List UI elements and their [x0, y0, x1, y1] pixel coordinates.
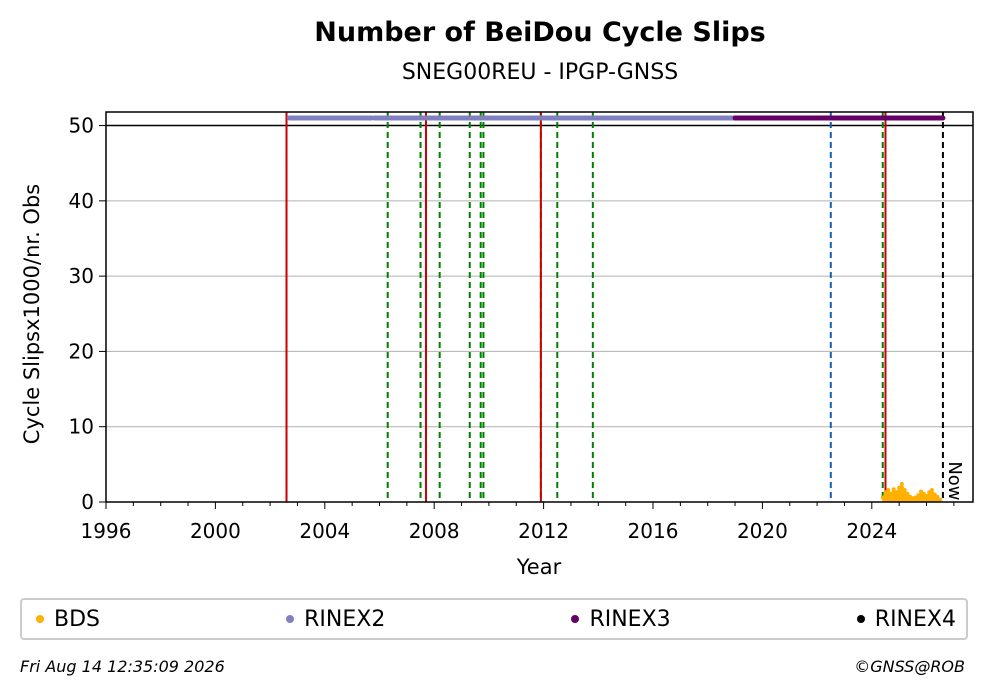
x-tick-label-2004: 2004	[299, 519, 350, 543]
x-tick-label-2012: 2012	[518, 519, 569, 543]
legend-marker-rinex4	[856, 615, 865, 623]
legend-label-rinex2: RINEX2	[304, 606, 386, 632]
y-axis-label: Cycle Slipsx1000/nr. Obs	[20, 184, 44, 444]
series-bds-point-16	[924, 493, 929, 498]
series-bds-point-1	[883, 490, 888, 495]
footer-credit: ©GNSS@ROB	[854, 657, 965, 676]
legend-item-rinex4: RINEX4	[856, 606, 956, 632]
event-lines	[285, 112, 944, 502]
x-axis-label: Year	[516, 555, 562, 579]
series-bds-point-14	[919, 489, 924, 494]
series-bds-point-4	[891, 487, 896, 492]
x-tick-label-2024: 2024	[846, 519, 897, 543]
series-bds-point-7	[899, 481, 904, 486]
series-bds-point-15	[921, 491, 926, 496]
y-tick-label-10: 10	[69, 415, 94, 439]
series-bds-point-20	[935, 494, 940, 499]
series-bds-point-17	[927, 490, 932, 495]
series-bds-point-9	[905, 491, 910, 496]
series-bds-point-0	[880, 495, 885, 500]
legend-item-rinex2: RINEX2	[286, 607, 385, 632]
y-tick-label-40: 40	[69, 189, 94, 213]
legend-marker-bds	[36, 615, 44, 623]
series-bds-point-8	[902, 487, 907, 492]
series-bds-point-3	[888, 491, 893, 496]
x-tick-label-2016: 2016	[628, 519, 679, 543]
x-tick-label-2020: 2020	[737, 519, 788, 543]
x-tick-label-1996: 1996	[81, 519, 132, 543]
y-tick-label-0: 0	[81, 490, 94, 514]
legend-item-rinex3: RINEX3	[571, 606, 671, 632]
legend-item-bds: BDS	[36, 607, 100, 632]
legend-marker-rinex3	[571, 615, 580, 623]
series-bds-point-6	[897, 485, 902, 490]
series-layer	[286, 115, 946, 503]
y-tick-label-30: 30	[69, 264, 94, 288]
legend-marker-rinex2	[286, 615, 295, 623]
series-bds-point-18	[929, 487, 934, 492]
axis-ticks: 1996 2000 2004 2008 2012 2016 2020 2024 0 10 20 30 4…	[69, 114, 955, 543]
chart-subtitle: SNEG00REU - IPGP-GNSS	[401, 60, 679, 85]
legend: BDS RINEX2 RINEX3 RINEX4	[20, 598, 968, 640]
series-bds-point-21	[938, 497, 943, 502]
y-tick-label-20: 20	[69, 339, 94, 363]
series-bds-point-19	[932, 492, 937, 497]
chart-title: Number of BeiDou Cycle Slips	[314, 17, 766, 48]
x-tick-label-2000: 2000	[190, 519, 241, 543]
series-bds-point-2	[886, 487, 891, 492]
plot-frame	[105, 111, 974, 503]
now-label: Now	[944, 461, 965, 500]
cycle-slips-chart: 1996 2000 2004 2008 2012 2016 2020 2024 0 10 20 30 4…	[20, 111, 974, 579]
x-tick-label-2008: 2008	[409, 519, 460, 543]
footer-timestamp: Fri Aug 14 12:35:09 2026	[20, 657, 225, 676]
y-tick-label-50: 50	[69, 114, 94, 138]
series-bds-point-5	[894, 490, 899, 495]
grid-layer	[106, 124, 973, 428]
legend-label-rinex3: RINEX3	[589, 606, 671, 632]
legend-label-rinex4: RINEX4	[874, 606, 956, 632]
series-bds-point-13	[916, 493, 921, 498]
legend-label-bds: BDS	[54, 606, 100, 632]
series-bds-point-12	[913, 495, 918, 500]
